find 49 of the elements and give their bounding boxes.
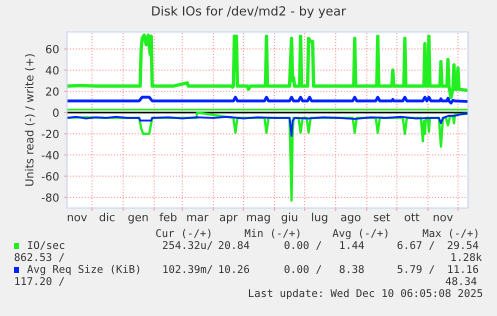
y-axis-title: Units read (-) / write (+) [24, 54, 35, 186]
y-tick-label: -20 [42, 130, 59, 138]
x-tick-label: feb [160, 212, 177, 222]
text: 117.20 / [15, 277, 64, 286]
x-tick-label: nov [68, 214, 87, 222]
text: Min (-/+) [244, 228, 300, 238]
x-tick-label: giu [282, 212, 298, 224]
text: Cur (-/+) [156, 228, 210, 238]
y-tick-label: -60 [42, 172, 59, 181]
y-tick-label: 40 [46, 66, 59, 75]
line-series [67, 112, 468, 137]
text: 1.28k [451, 252, 482, 262]
text: 48.34 [446, 277, 476, 286]
y-tick-label: 0 [53, 108, 59, 117]
line-series [67, 111, 468, 202]
x-tick-label: apr [220, 214, 238, 224]
text: Max (-/+) [422, 228, 478, 238]
x-tick-label: mar [187, 214, 208, 222]
x-tick-label: lug [312, 212, 328, 224]
chart-title: Disk IOs for /dev/md2 - by year [152, 6, 346, 18]
text: 1.44 [340, 241, 364, 249]
y-tick-label: -80 [42, 193, 59, 202]
legend-label: Avg Req Size (KiB) [27, 264, 140, 276]
text: 254.32u/ [162, 241, 212, 250]
text: 29.54 [448, 241, 478, 250]
y-tick-label: 60 [46, 44, 59, 54]
line-series [67, 34, 468, 100]
text: 0.00 / [284, 241, 322, 250]
text: 6.67 / [398, 241, 434, 250]
x-tick-label: mag [247, 214, 270, 224]
x-tick-label: gen [128, 214, 148, 224]
text: 20.84 [218, 241, 250, 250]
text: 5.79 / [398, 265, 434, 274]
y-tick-label: 20 [46, 87, 59, 96]
text: 0.00 / [284, 265, 322, 274]
x-tick-label: ago [341, 214, 360, 224]
text: 102.39m/ [163, 265, 212, 274]
text: 862.53 / [14, 253, 64, 262]
text: Avg (-/+) [332, 228, 388, 240]
text: 11.16 [448, 265, 478, 274]
x-tick-label: nov [434, 214, 453, 222]
x-tick-label: dic [100, 212, 115, 222]
text: Last update: Wed Dec 10 06:05:08 2025 [248, 288, 482, 300]
x-tick-label: set [374, 213, 390, 222]
text: 10.26 [219, 265, 250, 274]
text: 8.38 [340, 265, 364, 274]
legend-label: IO/sec [28, 241, 64, 250]
y-tick-label: -40 [42, 150, 59, 160]
x-tick-label: ott [404, 213, 420, 222]
